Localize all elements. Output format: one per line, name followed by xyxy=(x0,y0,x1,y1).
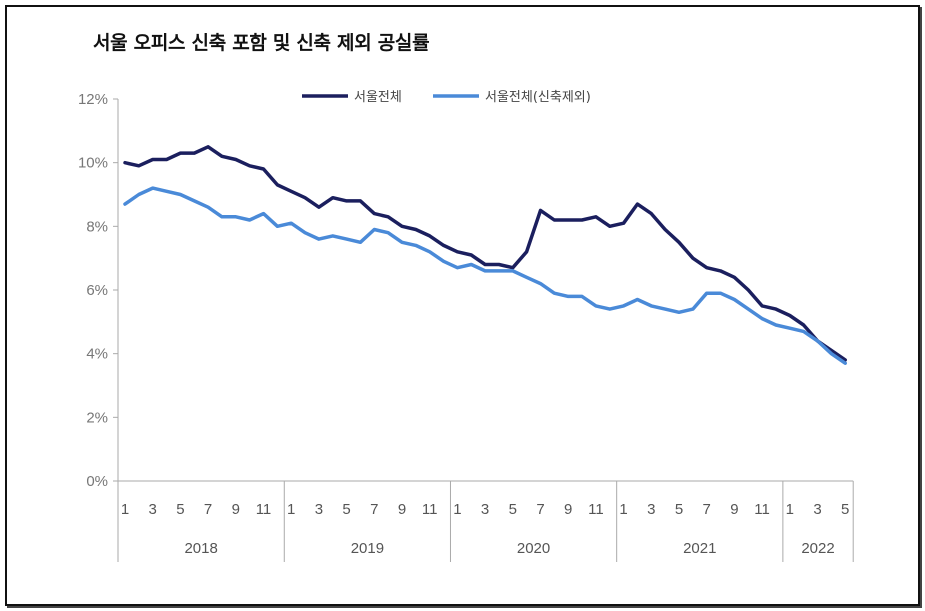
x-year-label: 2018 xyxy=(184,540,217,557)
y-tick-label: 2% xyxy=(86,409,108,426)
x-month-label: 9 xyxy=(730,501,738,518)
x-month-label: 1 xyxy=(786,501,794,518)
x-month-label: 9 xyxy=(564,501,572,518)
x-month-label: 7 xyxy=(370,501,378,518)
x-month-label: 1 xyxy=(619,501,627,518)
y-tick-label: 10% xyxy=(78,155,108,172)
x-month-label: 11 xyxy=(588,501,604,518)
series-lines xyxy=(123,145,847,365)
x-month-label: 9 xyxy=(398,501,406,518)
x-year-label: 2022 xyxy=(801,540,834,557)
x-month-label: 5 xyxy=(675,501,683,518)
x-month-label: 7 xyxy=(703,501,711,518)
x-month-label: 1 xyxy=(121,501,129,518)
x-month-label: 5 xyxy=(509,501,517,518)
x-month-label: 11 xyxy=(754,501,770,518)
y-tick-label: 8% xyxy=(86,218,108,235)
x-month-label: 5 xyxy=(342,501,350,518)
x-month-label: 1 xyxy=(453,501,461,518)
x-month-label: 9 xyxy=(232,501,240,518)
x-month-label: 11 xyxy=(422,501,438,518)
x-month-label: 3 xyxy=(149,501,157,518)
x-year-label: 2021 xyxy=(683,540,716,557)
x-month-label: 5 xyxy=(841,501,849,518)
x-month-label: 7 xyxy=(204,501,212,518)
x-year-label: 2020 xyxy=(517,540,550,557)
legend-item-total-label: 서울전체 xyxy=(354,90,402,105)
x-month-label: 7 xyxy=(536,501,544,518)
x-year-label: 2019 xyxy=(351,540,384,557)
y-tick-label: 4% xyxy=(86,346,108,363)
chart-title: 서울 오피스 신축 포함 및 신축 제외 공실률 xyxy=(93,32,430,54)
x-month-label: 3 xyxy=(813,501,821,518)
series-line-excl-new xyxy=(123,186,847,365)
y-tick-label: 12% xyxy=(78,91,108,108)
tick-labels: 0%2%4%6%8%10%12%1 3 5 7 9 11 1 3 5 7 9 11 1 3 5 7 9 11 1 3 5… xyxy=(78,91,849,557)
x-month-label: 11 xyxy=(256,501,272,518)
x-month-label: 5 xyxy=(176,501,184,518)
y-tick-label: 6% xyxy=(86,282,108,299)
axes xyxy=(113,98,854,562)
legend: 서울전체 서울전체(신축제외) xyxy=(302,90,591,105)
legend-item-excl-new-label: 서울전체(신축제외) xyxy=(485,90,591,105)
series-line-total xyxy=(123,145,847,362)
y-tick-label: 0% xyxy=(86,473,108,490)
x-month-label: 3 xyxy=(481,501,489,518)
x-month-label: 3 xyxy=(647,501,655,518)
chart-frame xyxy=(5,5,920,606)
x-month-label: 1 xyxy=(287,501,295,518)
x-month-label: 3 xyxy=(315,501,323,518)
